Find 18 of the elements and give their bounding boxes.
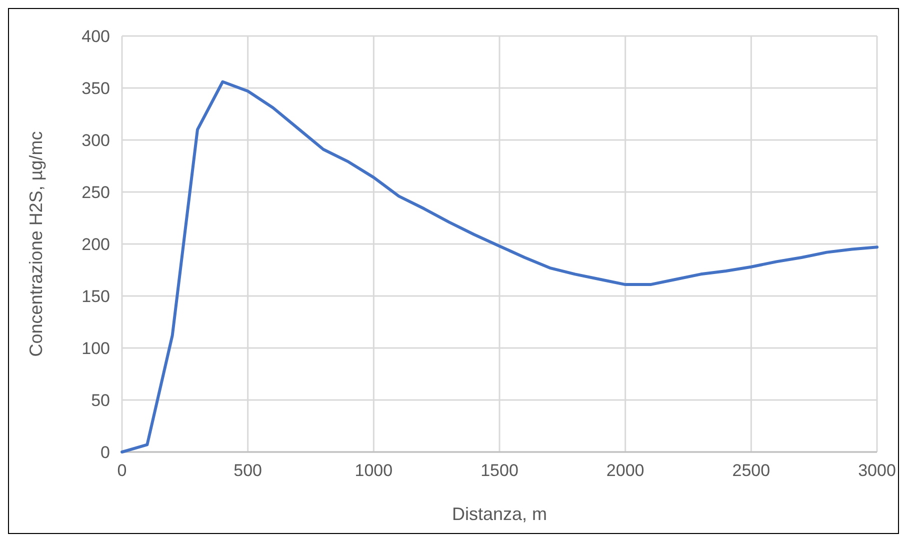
x-tick-label: 500 <box>234 461 262 480</box>
y-tick-label: 50 <box>91 390 110 410</box>
y-tick-label: 0 <box>100 442 110 462</box>
y-tick-label: 200 <box>82 234 110 254</box>
y-tick-label: 150 <box>82 286 110 306</box>
x-axis-title: Distanza, m <box>452 504 548 524</box>
y-tick-label: 300 <box>82 130 110 150</box>
y-axis-title: Concentrazione H2S, µg/mc <box>26 131 46 357</box>
y-tick-label: 250 <box>82 182 110 202</box>
y-tick-label: 100 <box>82 338 110 358</box>
x-tick-label: 0 <box>117 461 127 480</box>
x-tick-label: 2500 <box>732 461 770 480</box>
y-tick-label: 400 <box>82 26 110 46</box>
x-tick-label: 1500 <box>480 461 518 480</box>
y-tick-label: 350 <box>82 78 110 98</box>
x-tick-label: 3000 <box>858 461 896 480</box>
x-tick-label: 2000 <box>606 461 644 480</box>
x-tick-label: 1000 <box>354 461 393 480</box>
